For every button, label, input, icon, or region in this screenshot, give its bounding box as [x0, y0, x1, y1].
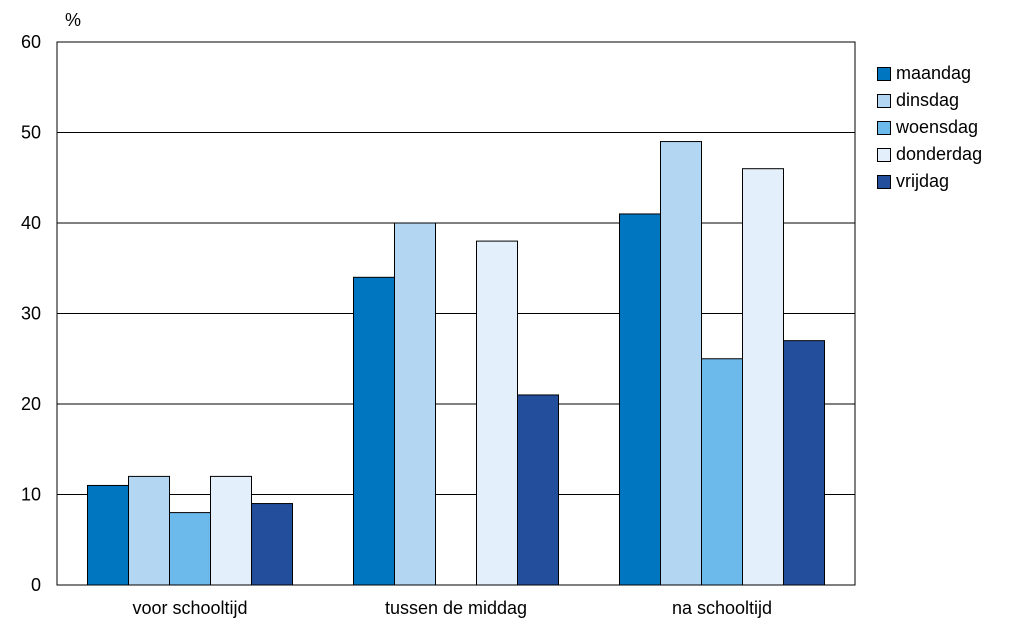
bar-donderdag — [210, 475, 252, 586]
x-tick-label: na schooltijd — [672, 598, 772, 618]
y-tick-label: 30 — [21, 304, 41, 324]
legend-item: vrijdag — [877, 168, 982, 195]
x-tick-label: voor schooltijd — [132, 598, 247, 618]
legend: maandag dinsdag woensdag donderdag vrijdag — [877, 60, 982, 195]
bar-donderdag — [476, 240, 518, 586]
legend-label: dinsdag — [896, 90, 960, 110]
bar-maandag — [87, 484, 129, 586]
y-tick-label: 40 — [21, 213, 41, 233]
legend-label: maandag — [896, 63, 972, 83]
bar-woensdag — [169, 512, 211, 586]
bar-maandag — [619, 213, 661, 586]
legend-label: woensdag — [896, 117, 979, 137]
legend-swatch — [877, 147, 891, 162]
y-axis-ticks: 0 10 20 30 40 50 60 — [21, 32, 41, 595]
x-tick-label: tussen de middag — [385, 598, 527, 618]
y-tick-label: 50 — [21, 123, 41, 143]
bar-vrijdag — [783, 340, 825, 586]
bar-dinsdag — [128, 475, 170, 586]
y-tick-label: 60 — [21, 32, 41, 52]
y-tick-label: 0 — [31, 575, 41, 595]
y-tick-label: 10 — [21, 485, 41, 505]
legend-item: maandag — [877, 60, 982, 87]
legend-label: vrijdag — [896, 171, 950, 191]
legend-item: dinsdag — [877, 87, 982, 114]
bars — [87, 141, 825, 586]
legend-swatch — [877, 120, 891, 135]
bar-donderdag — [742, 168, 784, 586]
legend-swatch — [877, 66, 891, 81]
bar-maandag — [353, 276, 395, 586]
bar-vrijdag — [517, 394, 559, 586]
legend-item: donderdag — [877, 141, 982, 168]
legend-item: woensdag — [877, 114, 982, 141]
legend-swatch — [877, 174, 891, 189]
y-tick-label: 20 — [21, 394, 41, 414]
plot-frame — [56, 41, 856, 586]
bar-woensdag — [701, 358, 743, 586]
legend-label: donderdag — [896, 144, 983, 164]
bar-vrijdag — [251, 503, 293, 586]
y-axis-label: % — [65, 10, 81, 30]
legend-swatch — [877, 93, 891, 108]
x-axis-ticks: voor schooltijd tussen de middag na school… — [132, 598, 772, 618]
bar-dinsdag — [394, 222, 436, 586]
bar-dinsdag — [660, 141, 702, 586]
